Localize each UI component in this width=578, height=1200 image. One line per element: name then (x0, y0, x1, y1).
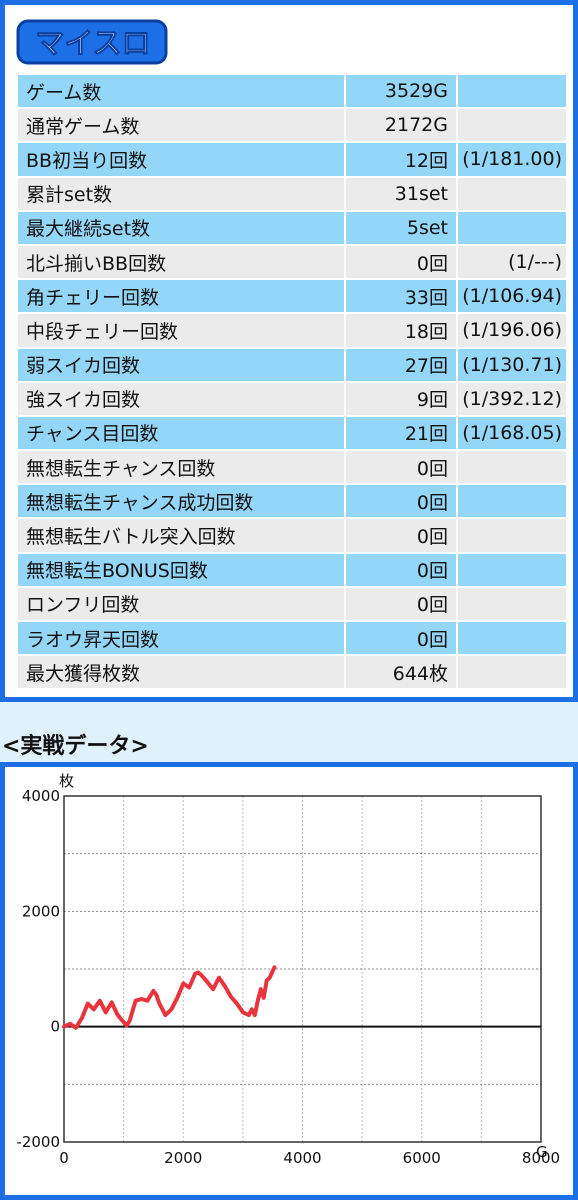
stats-row: 北斗揃いBB回数 0回 (1/---) (18, 245, 566, 281)
stats-row: 最大獲得枚数 644枚 (18, 656, 566, 691)
stat-label: 累計set数 (18, 177, 346, 212)
stat-ratio (458, 75, 566, 110)
plot-frame (63, 795, 542, 1143)
y-tick-label: 2000 (22, 902, 60, 920)
stat-value: 2172G (346, 109, 458, 144)
stat-value: 0回 (346, 587, 458, 622)
x-tick-label: 8000 (522, 1149, 560, 1167)
stat-ratio (458, 177, 566, 212)
chart-container: -2000 0 2000 4000 0 2000 4000 6000 8000 枚 G (0, 762, 578, 1200)
stat-value: 0回 (346, 485, 458, 520)
stats-row: ラオウ昇天回数 0回 (18, 622, 566, 657)
stat-value: 0回 (346, 451, 458, 486)
stats-row: 無想転生バトル突入回数 0回 (18, 519, 566, 554)
stats-row: ゲーム数 3529G (18, 75, 566, 110)
stat-label: 最大獲得枚数 (18, 656, 346, 691)
stat-ratio: (1/181.00) (458, 143, 566, 178)
y-tick-label: -2000 (16, 1133, 60, 1151)
stat-value: 21回 (346, 416, 458, 452)
stat-label: 無想転生バトル突入回数 (18, 519, 346, 554)
stat-label: 北斗揃いBB回数 (18, 245, 346, 281)
stat-ratio (458, 451, 566, 486)
stat-value: 33回 (346, 280, 458, 315)
stat-label: 中段チェリー回数 (18, 314, 346, 349)
stat-value: 644枚 (346, 656, 458, 691)
stat-value: 31set (346, 177, 458, 212)
stat-label: チャンス目回数 (18, 416, 346, 452)
stat-label: 角チェリー回数 (18, 280, 346, 315)
stats-row: 中段チェリー回数 18回 (1/196.06) (18, 314, 566, 349)
stat-ratio (458, 109, 566, 144)
stat-value: 0回 (346, 519, 458, 554)
stat-ratio: (1/196.06) (458, 314, 566, 349)
stat-label: 無想転生BONUS回数 (18, 553, 346, 588)
stat-ratio (458, 519, 566, 554)
x-axis-label: G (536, 1143, 548, 1161)
y-axis-label: 枚 (59, 772, 74, 790)
stat-value: 0回 (346, 553, 458, 588)
stat-ratio (458, 587, 566, 622)
x-tick-label: 2000 (164, 1149, 202, 1167)
x-tick-label: 0 (59, 1149, 69, 1167)
stats-table: ゲーム数 3529G 通常ゲーム数 2172G BB初当り回数 12回 (1/181.00)… (18, 75, 566, 691)
y-tick-label: 0 (50, 1018, 60, 1036)
stat-label: ゲーム数 (18, 75, 346, 110)
logo-text: マイスロ (35, 26, 150, 60)
stats-row: BB初当り回数 12回 (1/181.00) (18, 143, 566, 178)
stat-value: 9回 (346, 382, 458, 417)
x-tick-label: 4000 (283, 1149, 321, 1167)
y-tick-label: 4000 (22, 787, 60, 805)
stat-value: 0回 (346, 622, 458, 657)
stat-label: 通常ゲーム数 (18, 109, 346, 144)
stat-ratio: (1/---) (458, 245, 566, 281)
stat-label: 無想転生チャンス成功回数 (18, 485, 346, 520)
stat-ratio (458, 553, 566, 588)
stats-row: 最大継続set数 5set (18, 211, 566, 246)
section-title: <実戦データ> (2, 734, 149, 759)
stat-label: ロンフリ回数 (18, 587, 346, 622)
stats-row: ロンフリ回数 0回 (18, 587, 566, 622)
stat-label: 弱スイカ回数 (18, 348, 346, 383)
stats-row: チャンス目回数 21回 (1/168.05) (18, 416, 566, 452)
stat-ratio: (1/106.94) (458, 280, 566, 315)
stats-row: 累計set数 31set (18, 177, 566, 212)
stats-row: 無想転生BONUS回数 0回 (18, 553, 566, 588)
stat-value: 18回 (346, 314, 458, 349)
stat-label: 最大継続set数 (18, 211, 346, 246)
series-line (62, 965, 277, 1030)
stat-value: 27回 (346, 348, 458, 383)
maislo-logo: マイスロ (16, 19, 168, 65)
stats-panel: マイスロ ゲーム数 3529G 通常ゲーム数 2172G BB初当り回数 12回 (1/18… (0, 0, 578, 702)
stat-ratio: (1/130.71) (458, 348, 566, 383)
stat-label: 強スイカ回数 (18, 382, 346, 417)
stat-value: 0回 (346, 245, 458, 281)
stat-ratio (458, 211, 566, 246)
stats-row: 弱スイカ回数 27回 (1/130.71) (18, 348, 566, 383)
stat-value: 5set (346, 211, 458, 246)
stat-ratio (458, 656, 566, 691)
stat-ratio (458, 485, 566, 520)
stats-row: 強スイカ回数 9回 (1/392.12) (18, 382, 566, 417)
chart-grid (64, 796, 541, 1142)
chart-axes (63, 795, 542, 1143)
stat-label: 無想転生チャンス回数 (18, 451, 346, 486)
x-tick-label: 6000 (403, 1149, 441, 1167)
stats-row: 通常ゲーム数 2172G (18, 109, 566, 144)
stat-label: ラオウ昇天回数 (18, 622, 346, 657)
stat-value: 12回 (346, 143, 458, 178)
stats-row: 無想転生チャンス回数 0回 (18, 451, 566, 486)
stats-row: 角チェリー回数 33回 (1/106.94) (18, 280, 566, 315)
stat-ratio: (1/168.05) (458, 416, 566, 452)
stats-row: 無想転生チャンス成功回数 0回 (18, 485, 566, 520)
stat-ratio (458, 622, 566, 657)
stat-ratio: (1/392.12) (458, 382, 566, 417)
stat-label: BB初当り回数 (18, 143, 346, 178)
stat-value: 3529G (346, 75, 458, 110)
